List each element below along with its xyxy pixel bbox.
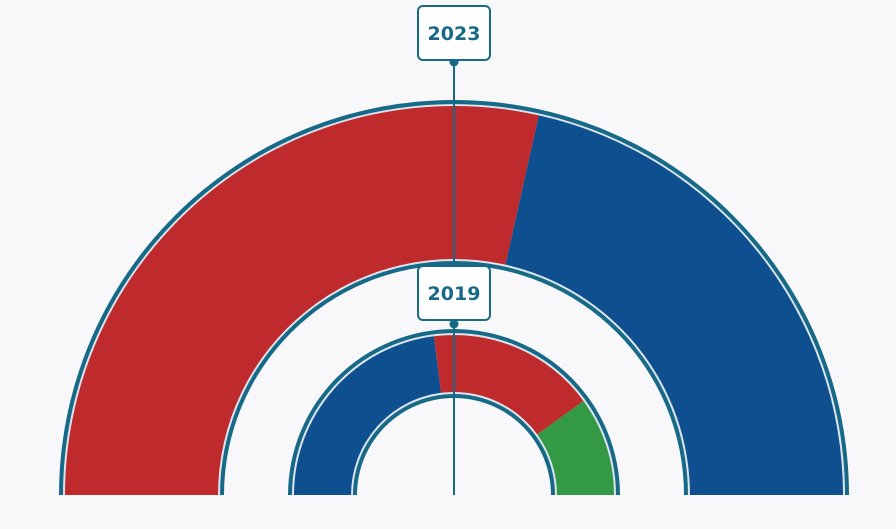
ring-2019-slice-1[interactable] bbox=[433, 335, 584, 435]
ring-2019-slice-2[interactable] bbox=[537, 400, 614, 495]
year-label-2019: 2019 bbox=[428, 283, 481, 305]
year-label-2023: 2023 bbox=[428, 23, 481, 45]
leader-dot-2019 bbox=[449, 319, 459, 329]
ring-2023-slice-1[interactable] bbox=[505, 115, 843, 495]
ring-2023-slice-0[interactable] bbox=[65, 105, 539, 495]
year-label-box-2023 bbox=[417, 5, 491, 61]
ring-2019-slice-0[interactable] bbox=[294, 336, 442, 495]
year-label-box-2019 bbox=[417, 265, 491, 321]
